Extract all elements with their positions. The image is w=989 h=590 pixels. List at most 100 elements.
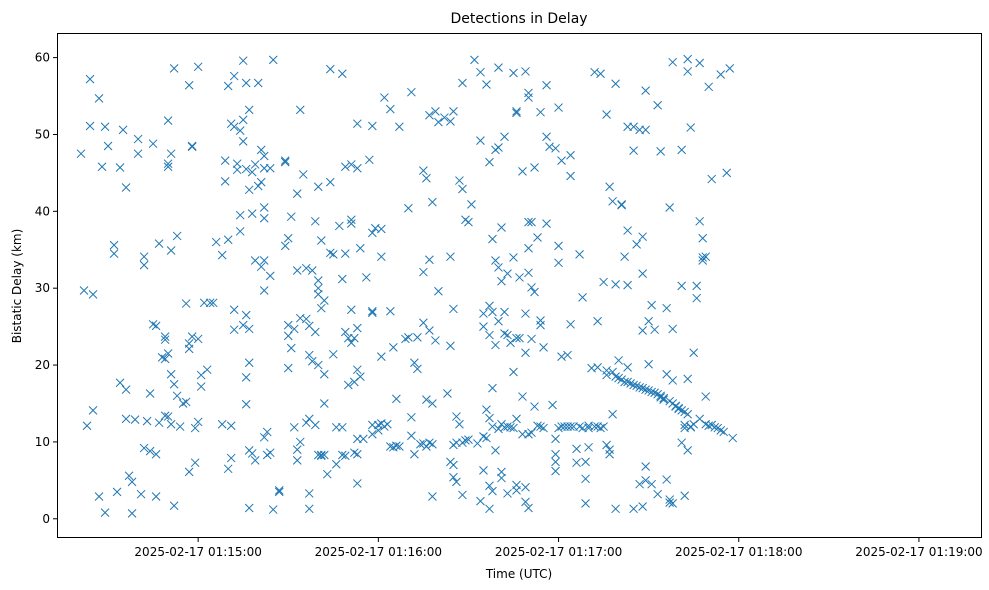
detection-point	[247, 449, 257, 458]
detection-point	[506, 422, 515, 432]
detection-point	[530, 287, 539, 297]
detection-point	[127, 477, 137, 487]
detection-point	[376, 252, 386, 262]
detection-point	[229, 305, 239, 315]
detection-point	[265, 448, 275, 458]
detection-point	[689, 348, 699, 358]
detection-point	[253, 78, 263, 88]
detection-point	[325, 177, 335, 187]
detection-point	[482, 433, 491, 443]
detection-point	[280, 157, 290, 167]
detection-point	[178, 399, 188, 408]
detection-point	[629, 122, 638, 132]
detection-point	[551, 434, 560, 444]
detection-point	[241, 164, 251, 174]
detection-point	[470, 55, 479, 65]
detection-point	[244, 105, 254, 115]
detection-point	[428, 492, 437, 501]
detection-point	[367, 308, 377, 318]
detection-point	[238, 56, 248, 66]
detection-point	[524, 93, 533, 102]
detection-point	[169, 379, 179, 389]
detection-point	[446, 252, 455, 262]
detection-point	[524, 217, 533, 227]
detection-point	[473, 439, 482, 448]
detection-point	[608, 409, 617, 419]
y-tick-label: 50	[35, 127, 50, 141]
detection-point	[163, 116, 173, 125]
detection-point	[247, 209, 257, 218]
detection-point	[316, 450, 326, 460]
detection-point	[295, 105, 305, 115]
detection-point	[395, 442, 404, 451]
detection-point	[509, 367, 518, 377]
detection-point	[292, 266, 302, 275]
detection-point	[151, 492, 161, 501]
detection-point	[539, 423, 548, 433]
detection-point	[235, 126, 245, 135]
detection-point	[112, 487, 122, 497]
detection-point	[115, 378, 125, 388]
detection-point	[572, 458, 581, 468]
detection-point	[542, 132, 551, 142]
detection-point	[283, 233, 293, 243]
detection-point	[644, 316, 653, 326]
detection-point	[352, 323, 362, 333]
detection-point	[605, 449, 614, 459]
detection-point	[638, 269, 647, 278]
detection-point	[575, 422, 584, 431]
detection-point	[590, 67, 599, 77]
detection-point	[109, 249, 119, 258]
detection-point	[262, 427, 272, 437]
detection-point	[506, 338, 515, 348]
detection-point	[578, 293, 587, 302]
detection-point	[361, 273, 371, 282]
detection-point	[602, 370, 611, 380]
detection-point	[232, 159, 242, 169]
detections-series	[76, 54, 738, 518]
detection-point	[536, 422, 545, 431]
detection-point	[253, 181, 263, 191]
detection-point	[449, 472, 458, 482]
chart-title: Detections in Delay	[450, 11, 587, 27]
detection-point	[524, 429, 533, 439]
detection-point	[157, 353, 167, 362]
detection-point	[238, 115, 248, 125]
detection-point	[121, 183, 131, 192]
detection-point	[458, 490, 467, 500]
detection-point	[376, 352, 386, 361]
detection-point	[593, 363, 602, 372]
detection-point	[148, 139, 158, 149]
detection-point	[259, 213, 269, 223]
detection-point	[160, 354, 170, 364]
detection-point	[301, 418, 311, 428]
y-tick-label: 30	[35, 281, 50, 295]
detection-point	[632, 381, 641, 391]
detection-point	[304, 350, 314, 360]
x-tick-label: 2025-02-17 01:17:00	[495, 545, 622, 559]
detection-point	[479, 309, 488, 318]
detection-point	[662, 475, 672, 484]
detection-point	[223, 464, 233, 474]
detection-point	[346, 219, 356, 228]
detection-point	[638, 502, 647, 511]
detection-point	[527, 283, 536, 292]
detection-point	[452, 412, 461, 421]
detection-point	[328, 349, 338, 359]
detection-point	[668, 499, 678, 508]
detection-point	[665, 498, 675, 507]
detection-point	[97, 162, 107, 172]
detection-point	[392, 441, 401, 451]
detection-point	[485, 330, 494, 340]
detection-point	[509, 253, 518, 262]
detection-point	[79, 286, 89, 295]
detection-point	[235, 226, 245, 236]
detection-point	[301, 263, 311, 273]
detection-point	[428, 399, 437, 408]
detection-point	[566, 319, 575, 329]
detection-point	[479, 466, 488, 475]
detection-point	[605, 445, 614, 454]
detection-point	[148, 319, 158, 329]
detection-point	[542, 80, 551, 90]
detection-point	[638, 383, 647, 393]
